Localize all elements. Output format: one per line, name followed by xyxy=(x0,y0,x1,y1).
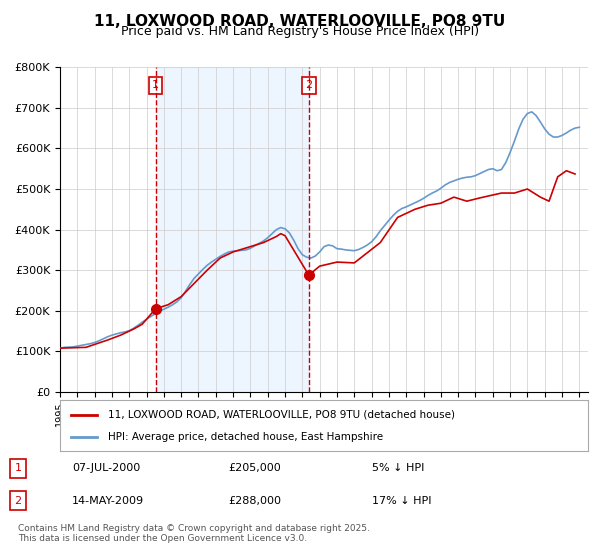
Text: £205,000: £205,000 xyxy=(228,463,281,473)
Text: 1: 1 xyxy=(14,463,22,473)
Bar xyxy=(155,67,309,392)
Text: HPI: Average price, detached house, East Hampshire: HPI: Average price, detached house, East… xyxy=(107,432,383,442)
Text: 2: 2 xyxy=(14,496,22,506)
Text: Contains HM Land Registry data © Crown copyright and database right 2025.
This d: Contains HM Land Registry data © Crown c… xyxy=(18,524,370,543)
Text: Price paid vs. HM Land Registry's House Price Index (HPI): Price paid vs. HM Land Registry's House … xyxy=(121,25,479,38)
Text: 11, LOXWOOD ROAD, WATERLOOVILLE, PO8 9TU (detached house): 11, LOXWOOD ROAD, WATERLOOVILLE, PO8 9TU… xyxy=(107,409,455,419)
Text: 1: 1 xyxy=(152,80,159,90)
Text: 5% ↓ HPI: 5% ↓ HPI xyxy=(372,463,424,473)
Text: £288,000: £288,000 xyxy=(228,496,281,506)
Text: 11, LOXWOOD ROAD, WATERLOOVILLE, PO8 9TU: 11, LOXWOOD ROAD, WATERLOOVILLE, PO8 9TU xyxy=(94,14,506,29)
Text: 2: 2 xyxy=(305,80,313,90)
Text: 07-JUL-2000: 07-JUL-2000 xyxy=(72,463,140,473)
Text: 14-MAY-2009: 14-MAY-2009 xyxy=(72,496,144,506)
Text: 17% ↓ HPI: 17% ↓ HPI xyxy=(372,496,431,506)
